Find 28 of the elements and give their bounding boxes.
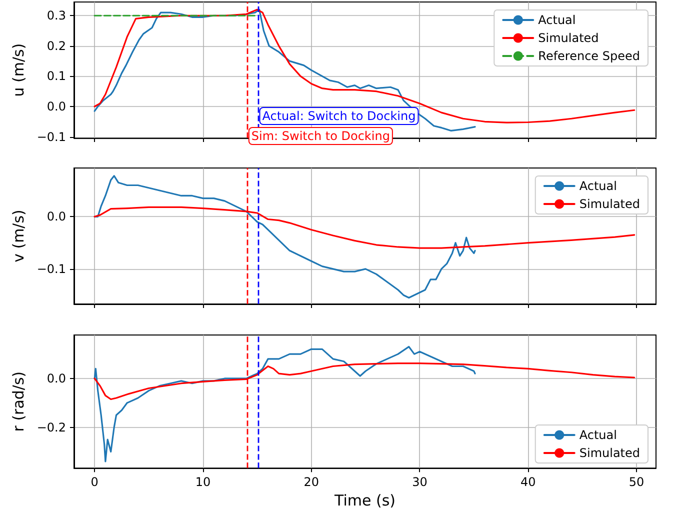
y-axis-title: v (m/s) bbox=[9, 210, 28, 262]
x-tick-label: 10 bbox=[195, 475, 211, 490]
y-tick-label: −0.1 bbox=[36, 130, 66, 144]
legend-label: Simulated bbox=[538, 31, 599, 45]
y-axis-title: u (m/s) bbox=[9, 43, 28, 97]
legend-label: Reference Speed bbox=[538, 49, 640, 63]
y-tick-label: −0.1 bbox=[36, 262, 66, 276]
y-tick-label: 0.0 bbox=[46, 100, 66, 114]
y-tick-label: 0.0 bbox=[46, 210, 66, 224]
legend-label: Actual bbox=[579, 179, 617, 193]
ref-line-label: Actual: Switch to Docking bbox=[262, 109, 416, 123]
legend-label: Simulated bbox=[579, 197, 640, 211]
x-tick-label: 30 bbox=[412, 475, 428, 490]
legend-label: Simulated bbox=[579, 446, 640, 460]
y-tick-label: 0.3 bbox=[46, 8, 66, 23]
y-tick-label: 0.1 bbox=[46, 69, 66, 84]
x-axis-title: Time (s) bbox=[334, 492, 396, 510]
x-tick-label: 0 bbox=[90, 475, 98, 490]
x-tick-label: 40 bbox=[520, 475, 536, 490]
y-axis-title: r (rad/s) bbox=[9, 371, 28, 432]
y-tick-label: −0.2 bbox=[36, 420, 66, 434]
ref-line-label: Sim: Switch to Docking bbox=[251, 129, 390, 143]
y-tick-label: 0.0 bbox=[46, 371, 66, 386]
x-tick-label: 20 bbox=[304, 475, 319, 490]
y-tick-label: 0.2 bbox=[46, 38, 66, 53]
legend-label: Actual bbox=[538, 13, 576, 27]
legend-label: Actual bbox=[579, 428, 617, 442]
x-tick-label: 50 bbox=[628, 475, 644, 490]
